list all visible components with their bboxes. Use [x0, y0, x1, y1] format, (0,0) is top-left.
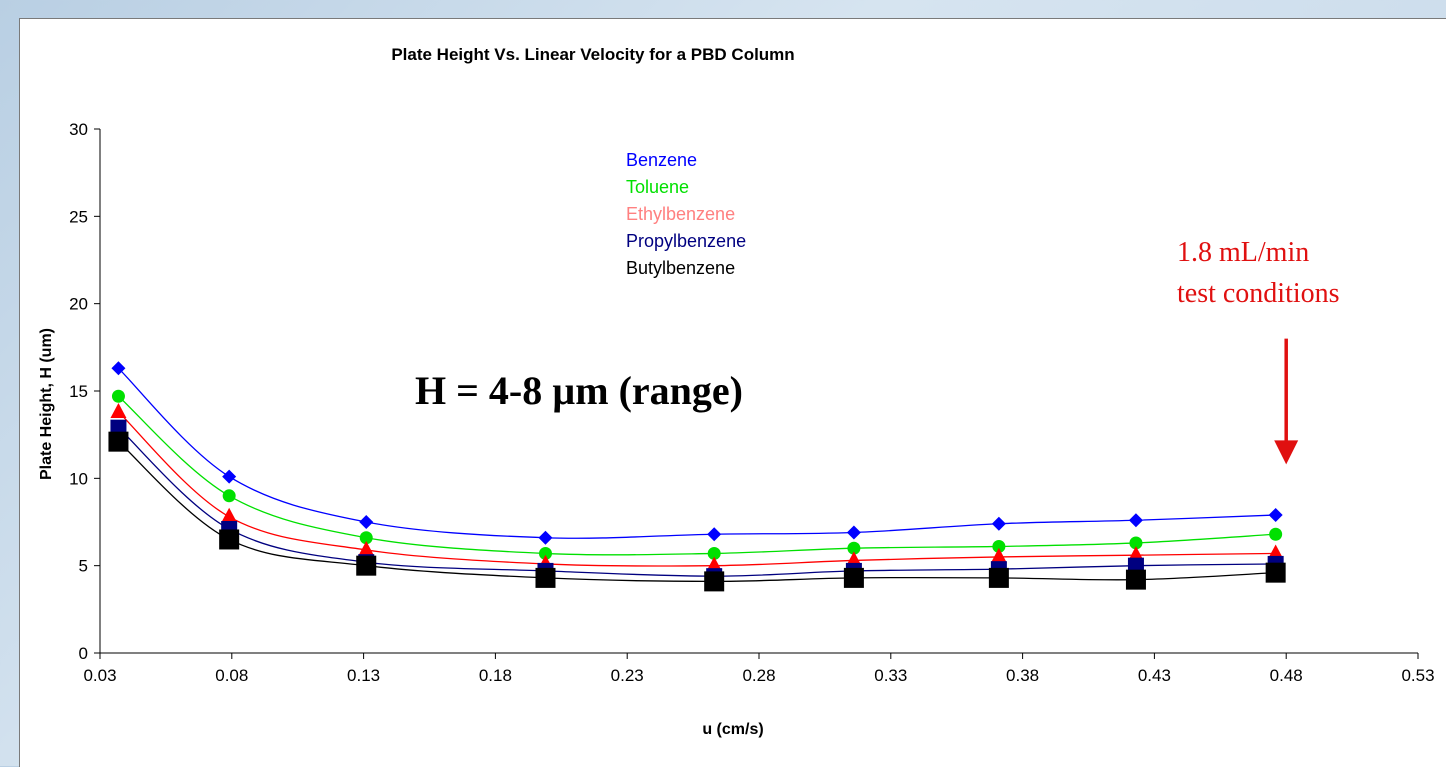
y-tick-label: 20 [69, 295, 88, 314]
series-line [118, 441, 1276, 583]
x-tick-label: 0.13 [347, 666, 380, 685]
annotation-arrow [1274, 338, 1299, 465]
data-point [108, 431, 129, 452]
data-point [356, 555, 377, 576]
x-tick-label: 0.33 [874, 666, 907, 685]
data-point [991, 516, 1006, 531]
annotation-flow: 1.8 mL/min [1177, 237, 1309, 268]
data-point [990, 547, 1007, 563]
y-tick-label: 10 [69, 469, 88, 488]
x-tick-label: 0.28 [742, 666, 775, 685]
series-propylbenzene [110, 419, 1284, 585]
legend-entry: Butylbenzene [626, 258, 735, 278]
annotation-test-conditions: test conditions [1177, 278, 1340, 309]
legend: Benzene Toluene Ethylbenzene Propylbenzene B… [626, 150, 746, 278]
x-tick-label: 0.38 [1006, 666, 1039, 685]
y-tick-label: 15 [69, 382, 88, 401]
data-point [358, 540, 375, 556]
chart-title: Plate Height Vs. Linear Velocity for a P… [391, 45, 794, 64]
data-point [1125, 569, 1146, 590]
x-tick-label: 0.53 [1401, 666, 1434, 685]
data-point [1265, 562, 1286, 583]
legend-entry: Toluene [626, 177, 689, 197]
axes: 0 5 10 15 20 25 30 0.03 0.08 0.13 0.18 0.23 0.28 0.33… [69, 120, 1434, 685]
data-point [538, 546, 552, 560]
data-point [359, 515, 374, 529]
data-point [706, 556, 723, 572]
y-axis-title: Plate Height, H (um) [38, 328, 55, 480]
data-point [845, 551, 862, 567]
data-point [988, 567, 1009, 588]
chart: Plate Height Vs. Linear Velocity for a P… [38, 45, 1435, 738]
data-point [359, 531, 373, 545]
x-tick-label: 0.43 [1138, 666, 1171, 685]
data-point [222, 489, 236, 503]
data-point [111, 389, 125, 403]
x-tick-label: 0.08 [215, 666, 248, 685]
annotation-range: H = 4-8 µm (range) [415, 368, 743, 413]
legend-entry: Propylbenzene [626, 231, 746, 251]
data-point [992, 539, 1006, 553]
series-butylbenzene [108, 431, 1286, 592]
legend-entry: Benzene [626, 150, 697, 170]
data-point [847, 541, 861, 555]
data-point [538, 530, 553, 545]
data-point [846, 525, 861, 540]
data-point [535, 567, 556, 588]
data-point [1127, 546, 1144, 562]
x-tick-label: 0.03 [83, 666, 116, 685]
y-tick-label: 25 [69, 207, 88, 226]
data-point [843, 567, 864, 588]
series-layer [108, 361, 1286, 592]
series-ethylbenzene [110, 402, 1284, 572]
data-point [1269, 527, 1283, 541]
x-tick-label: 0.18 [479, 666, 512, 685]
x-tick-label: 0.23 [611, 666, 644, 685]
y-tick-label: 5 [79, 557, 88, 576]
series-line [117, 367, 1276, 539]
chart-frame: Plate Height Vs. Linear Velocity for a P… [19, 18, 1446, 767]
series-benzene [111, 361, 1283, 545]
series-line [118, 411, 1276, 567]
x-tick-label: 0.48 [1270, 666, 1303, 685]
data-point [1128, 513, 1143, 528]
series-line [118, 395, 1276, 556]
data-point [111, 361, 126, 376]
data-point [222, 469, 237, 484]
legend-entry: Ethylbenzene [626, 204, 735, 224]
y-tick-label: 30 [69, 120, 88, 139]
data-point [707, 546, 721, 560]
data-point [1129, 536, 1143, 550]
data-point [1268, 508, 1283, 523]
data-point [707, 527, 722, 542]
data-point [1267, 544, 1284, 560]
data-point [219, 529, 240, 550]
y-tick-label: 0 [79, 644, 88, 663]
arrow-head [1274, 440, 1299, 465]
data-point [704, 571, 725, 592]
data-point [110, 402, 127, 418]
series-toluene [111, 389, 1283, 560]
x-axis-title: u (cm/s) [702, 721, 763, 738]
data-point [221, 507, 238, 523]
